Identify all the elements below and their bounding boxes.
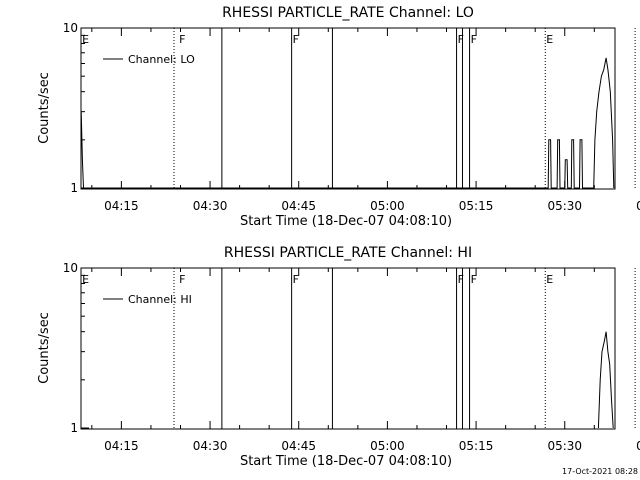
y-tick-label: 10 — [63, 261, 78, 275]
x-tick-label: 05:45 — [636, 439, 640, 453]
x-tick-label: 05:00 — [370, 439, 405, 453]
x-tick-label: 05:30 — [547, 199, 582, 213]
flag-label: F — [293, 33, 299, 46]
chart-title: RHESSI PARTICLE_RATE Channel: HI — [224, 245, 472, 261]
plot-area: EFFFFE04:1504:3004:4505:0005:1505:3005:4… — [63, 261, 640, 453]
panel-lo: RHESSI PARTICLE_RATE Channel: LO Start T… — [37, 5, 640, 229]
x-tick-label: 05:15 — [459, 199, 494, 213]
y-tick-label: 1 — [70, 421, 78, 435]
flag-label: E — [82, 273, 89, 286]
x-tick-label: 04:45 — [281, 199, 316, 213]
x-tick-label: 04:45 — [281, 439, 316, 453]
x-tick-label: 05:00 — [370, 199, 405, 213]
x-axis-label: Start Time (18-Dec-07 04:08:10) — [240, 214, 452, 229]
plot-frame — [80, 267, 616, 430]
panel-hi: RHESSI PARTICLE_RATE Channel: HI Start T… — [37, 245, 640, 469]
flag-label: F — [458, 33, 464, 46]
x-axis-label: Start Time (18-Dec-07 04:08:10) — [240, 454, 452, 469]
flag-label: F — [179, 273, 185, 286]
y-tick-label: 1 — [70, 181, 78, 195]
x-tick-label: 05:30 — [547, 439, 582, 453]
plot-area: EFFFFE04:1504:3004:4505:0005:1505:3005:4… — [63, 21, 640, 213]
y-axis-label: Counts/sec — [37, 72, 52, 144]
legend-entry: Channel: LO — [128, 53, 195, 66]
flag-label: F — [471, 33, 477, 46]
x-tick-label: 05:15 — [459, 439, 494, 453]
flag-label: E — [546, 273, 553, 286]
x-tick-label: 04:30 — [193, 199, 228, 213]
series-line — [597, 331, 614, 429]
flag-label: E — [82, 33, 89, 46]
chart-title: RHESSI PARTICLE_RATE Channel: LO — [222, 5, 474, 21]
flag-label: F — [458, 273, 464, 286]
footer-timestamp: 17-Oct-2021 08:28 — [562, 467, 638, 476]
legend: Channel: LO — [103, 53, 195, 66]
legend: Channel: HI — [103, 293, 192, 306]
x-tick-label: 04:15 — [104, 439, 139, 453]
legend-entry: Channel: HI — [128, 293, 192, 306]
flag-label: F — [179, 33, 185, 46]
x-tick-label: 04:30 — [193, 439, 228, 453]
y-axis-label: Counts/sec — [37, 312, 52, 384]
x-tick-label: 04:15 — [104, 199, 139, 213]
flag-label: E — [546, 33, 553, 46]
flag-label: F — [471, 273, 477, 286]
y-tick-label: 10 — [63, 21, 78, 35]
plot-frame — [80, 27, 616, 190]
flag-label: F — [293, 273, 299, 286]
x-tick-label: 05:45 — [636, 199, 640, 213]
series-line — [80, 57, 615, 189]
